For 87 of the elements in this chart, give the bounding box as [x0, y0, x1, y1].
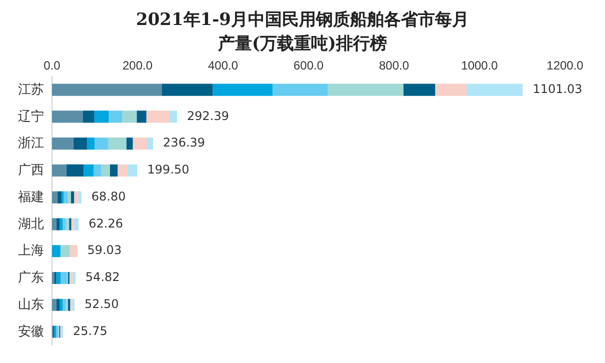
bar	[94, 110, 109, 123]
bar	[132, 138, 147, 150]
total-label: 54.82	[85, 270, 120, 284]
y-tick-label: 福建	[18, 188, 44, 204]
bar	[73, 138, 88, 150]
bar	[56, 298, 60, 311]
y-tick-label: 山东	[18, 296, 44, 312]
total-label: 1101.03	[532, 82, 582, 96]
bar	[108, 138, 126, 150]
bar	[59, 298, 63, 311]
bar	[87, 138, 95, 150]
bar	[118, 164, 128, 177]
y-tick-label: 江苏	[18, 81, 44, 96]
bar	[162, 84, 213, 96]
bar	[69, 272, 73, 284]
total-label: 236.39	[163, 136, 206, 150]
x-tick-label: 200.0	[122, 58, 153, 73]
x-tick-label: 600.0	[293, 58, 324, 73]
bar	[57, 191, 62, 204]
bar	[74, 191, 78, 204]
total-label: 62.26	[88, 216, 123, 230]
bar	[52, 164, 66, 177]
bar	[108, 110, 122, 123]
y-tick-label: 广西	[18, 162, 44, 178]
bar	[126, 138, 133, 150]
x-tick-label: 0.0	[44, 58, 61, 73]
x-tick-label: 1200.0	[546, 58, 584, 73]
bar	[403, 84, 436, 96]
bar	[59, 218, 63, 230]
bar	[56, 272, 61, 284]
bar	[70, 245, 78, 258]
bar	[146, 138, 154, 150]
bar	[70, 191, 74, 204]
bar	[64, 191, 68, 204]
total-label: 199.50	[147, 162, 190, 177]
bar	[52, 138, 74, 150]
bar	[56, 218, 60, 230]
bar	[127, 164, 138, 177]
bar	[66, 164, 84, 177]
chart-title: 2021年1-9月中国民用钢质船舶各省市每月产量(万载重吨)排行榜	[134, 9, 470, 56]
x-tick-label: 1000.0	[461, 58, 498, 73]
bar	[122, 110, 137, 123]
bar	[60, 272, 67, 284]
total-label: 59.03	[87, 243, 122, 258]
total-label: 292.39	[186, 108, 229, 123]
bar	[272, 84, 328, 96]
bar	[110, 164, 118, 177]
bar	[66, 218, 70, 230]
bar	[52, 218, 56, 230]
bar	[94, 138, 108, 150]
bar	[62, 298, 66, 311]
bar	[52, 84, 162, 96]
bar	[68, 191, 71, 204]
bar	[71, 218, 74, 230]
x-tick-label: 400.0	[208, 58, 238, 73]
bar	[78, 191, 82, 204]
x-tick-label: 800.0	[378, 58, 410, 73]
total-label: 25.75	[73, 324, 108, 338]
bar	[52, 110, 83, 123]
bar	[61, 191, 64, 204]
bar	[136, 110, 146, 123]
y-tick-label: 湖北	[18, 216, 44, 231]
bar	[146, 110, 170, 123]
bar	[66, 298, 68, 311]
bar	[52, 298, 56, 311]
bar	[169, 110, 177, 123]
bar	[212, 84, 272, 96]
bar	[52, 191, 58, 204]
total-label: 68.80	[91, 189, 126, 204]
y-tick-label: 广东	[18, 270, 44, 285]
bar	[82, 110, 94, 123]
bar	[84, 164, 94, 177]
total-label: 52.50	[84, 297, 119, 312]
bar	[101, 164, 110, 177]
bar	[435, 84, 467, 96]
bar	[52, 245, 60, 258]
bar	[60, 245, 70, 258]
bar	[72, 272, 76, 284]
y-tick-label: 上海	[18, 242, 44, 258]
y-tick-label: 安徽	[18, 323, 44, 338]
bar	[62, 218, 66, 230]
bar	[94, 164, 102, 177]
bar	[328, 84, 404, 96]
bar	[74, 218, 79, 230]
y-tick-label: 辽宁	[18, 108, 44, 124]
bar	[466, 84, 523, 96]
y-tick-label: 浙江	[18, 135, 44, 150]
